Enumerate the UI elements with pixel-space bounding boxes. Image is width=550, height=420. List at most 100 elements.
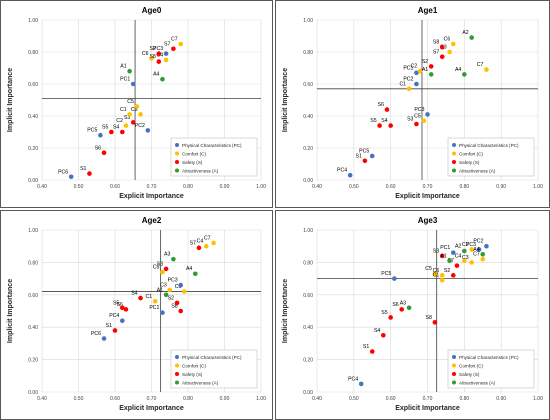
point-c7 xyxy=(178,41,183,47)
x-tick-label: 0.40 xyxy=(37,184,47,190)
x-tick-label: 0.80 xyxy=(183,184,193,190)
point-s6 xyxy=(101,150,107,156)
x-tick-label: 0.80 xyxy=(459,396,469,402)
legend-box xyxy=(170,349,258,389)
point-s4 xyxy=(388,123,393,128)
point-label: A1 xyxy=(120,64,126,70)
point-a1 xyxy=(447,258,452,264)
point-label: PC1 xyxy=(120,77,130,83)
point-label: A1 xyxy=(422,67,428,73)
point-a3 xyxy=(171,256,176,262)
legend-marker xyxy=(175,143,179,147)
y-axis-title: Implicit Importance xyxy=(282,279,289,343)
point-label: C5 xyxy=(153,265,160,271)
point-label: S4 xyxy=(113,125,119,131)
y-tick-label: 1.00 xyxy=(28,228,38,234)
point-label: S3 xyxy=(124,115,130,121)
point-label: PC2 xyxy=(135,123,145,129)
x-tick-label: 0.70 xyxy=(423,184,433,190)
point-label: PC3 xyxy=(168,278,178,284)
point-s4 xyxy=(138,295,143,301)
panel-age3: Age3 0.00 0.20 0.40 0.60 0.80 1.00 0.40 0.50 0.60… xyxy=(275,210,550,420)
x-tick-label: 0.60 xyxy=(386,184,396,190)
point-label: S4 xyxy=(381,118,387,124)
y-tick-label: 0.20 xyxy=(28,146,38,152)
point-s5 xyxy=(109,129,114,135)
legend-label: Safety (S) xyxy=(459,160,480,165)
point-c5 xyxy=(134,104,140,109)
x-tick-label: 0.70 xyxy=(147,184,157,190)
point-label: C7 xyxy=(473,252,480,258)
x-tick-label: 0.90 xyxy=(496,184,506,190)
x-tick-label: 0.40 xyxy=(312,396,322,402)
legend-label: Attractiveness (A) xyxy=(182,168,219,173)
legend-label: Safety (S) xyxy=(182,372,203,377)
point-c2 xyxy=(417,68,423,74)
legend-label: Comfort (C) xyxy=(182,151,206,156)
y-tick-label: 1.00 xyxy=(303,228,313,234)
point-pc4 xyxy=(120,318,125,324)
point-c1 xyxy=(439,277,445,283)
legend-marker xyxy=(175,160,179,164)
point-label: S7 xyxy=(433,49,439,55)
x-axis-title: Explicit Importance xyxy=(119,405,184,412)
point-label: PC6 xyxy=(91,331,101,337)
legend-label: Safety (S) xyxy=(459,372,480,377)
point-s5 xyxy=(377,123,382,128)
point-label: C7 xyxy=(204,235,211,241)
point-label: A4 xyxy=(473,247,479,253)
y-tick-label: 0.80 xyxy=(303,50,313,56)
point-label: S1 xyxy=(106,323,112,329)
y-tick-label: 0.60 xyxy=(303,82,313,88)
legend-box xyxy=(447,349,535,389)
point-label: PC4 xyxy=(348,376,358,382)
point-label: S6 xyxy=(392,302,398,308)
legend: Physical Characteristics (PC) Comfort (C)… xyxy=(170,137,258,177)
x-tick-label: 0.70 xyxy=(147,396,157,402)
point-label: S8 xyxy=(149,54,155,60)
point-label: C7 xyxy=(477,62,484,68)
point-label: A4 xyxy=(186,266,192,272)
legend-marker xyxy=(452,143,456,147)
point-label: S6 xyxy=(117,302,123,308)
panel-border xyxy=(275,0,550,208)
point-label: S3 xyxy=(157,261,163,267)
legend-marker xyxy=(175,372,179,376)
point-label: C6 xyxy=(142,51,149,57)
legend-marker xyxy=(452,151,456,156)
point-c7 xyxy=(484,67,489,72)
panel-age1: Age1 0.00 0.20 0.40 0.60 0.80 1.00 0.40 0.50 0.60… xyxy=(275,0,550,208)
x-tick-label: 1.00 xyxy=(533,396,543,402)
legend-marker xyxy=(175,168,179,173)
point-label: PC4 xyxy=(109,313,119,319)
panel-border xyxy=(0,0,273,208)
point-label: C4 xyxy=(197,239,204,245)
point-pc2 xyxy=(145,128,151,133)
x-tick-label: 0.70 xyxy=(423,396,433,402)
point-label: S8 xyxy=(433,40,439,46)
legend: Physical Characteristics (PC) Comfort (C)… xyxy=(170,349,258,389)
x-tick-label: 0.40 xyxy=(312,184,322,190)
point-label: A3 xyxy=(164,252,170,258)
legend: Physical Characteristics (PC) Comfort (C)… xyxy=(447,349,535,389)
point-pc5 xyxy=(369,153,375,159)
point-label: A2 xyxy=(462,30,468,36)
x-tick-label: 0.40 xyxy=(37,396,47,402)
point-label: C6 xyxy=(433,268,440,274)
point-a4 xyxy=(193,271,198,277)
legend-label: Comfort (C) xyxy=(459,363,483,368)
y-tick-label: 0.20 xyxy=(28,358,38,364)
x-tick-label: 0.80 xyxy=(459,184,469,190)
point-label: C1 xyxy=(399,81,406,87)
point-label: S2 xyxy=(422,59,428,65)
x-tick-label: 1.00 xyxy=(256,184,266,190)
y-tick-label: 0.20 xyxy=(303,358,313,364)
point-c7 xyxy=(480,256,486,262)
legend: Physical Characteristics (PC) Comfort (C)… xyxy=(447,137,535,177)
point-a1 xyxy=(428,72,434,77)
x-axis-title: Explicit Importance xyxy=(119,193,184,200)
point-s5 xyxy=(120,305,125,311)
point-pc1 xyxy=(450,250,456,255)
point-label: C7 xyxy=(171,37,178,43)
